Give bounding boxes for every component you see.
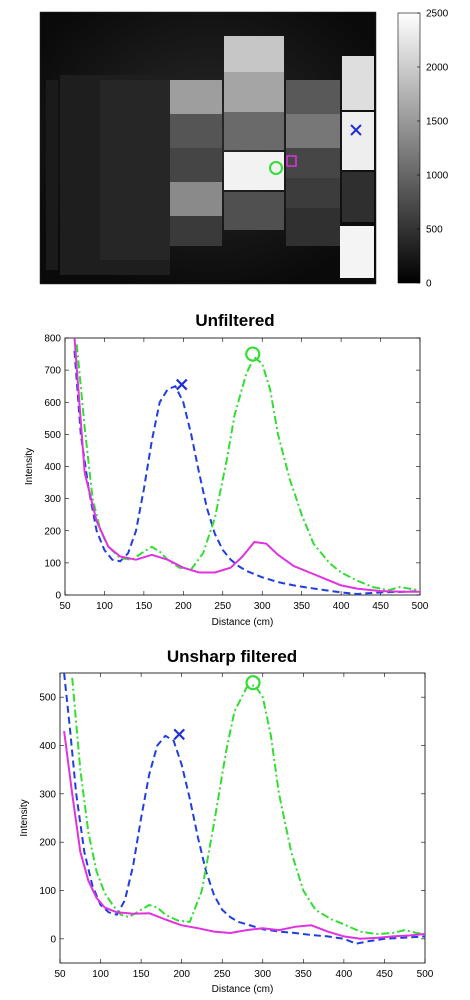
y-tick-label: 300: [44, 494, 61, 505]
plot2-xlabel: Distance (cm): [212, 984, 274, 995]
x-tick-label: 200: [173, 969, 190, 980]
x-tick-label: 450: [372, 601, 389, 612]
y-tick-label: 600: [44, 398, 61, 409]
x-tick-label: 500: [412, 601, 429, 612]
heatmap-square-marker: [286, 155, 297, 167]
y-tick-label: 0: [50, 934, 56, 945]
y-tick-label: 400: [44, 462, 61, 473]
x-tick-label: 500: [417, 969, 434, 980]
peak-circle-marker: [245, 346, 261, 362]
unsharp-filtered-plot: Unsharp filtered 50 100 150 200 250 300 350 400…: [19, 647, 434, 995]
unfiltered-plot: Unfiltered 50 100 150 200 250 300 350 400 450 500…: [24, 311, 429, 628]
y-tick-label: 300: [39, 789, 56, 800]
colorbar-tick-label: 2500: [426, 9, 449, 20]
peak-x-marker: [173, 728, 186, 741]
y-tick-label: 100: [44, 558, 61, 569]
series-dashdot-line: [75, 344, 420, 592]
plot1-markers: [175, 346, 261, 391]
colorbar-tick-label: 1500: [426, 117, 449, 128]
heatmap-circle-marker: [269, 161, 283, 175]
plot1-title: Unfiltered: [195, 311, 274, 330]
x-tick-label: 250: [214, 969, 231, 980]
x-tick-label: 50: [54, 969, 66, 980]
y-tick-label: 500: [39, 693, 56, 704]
x-tick-label: 150: [133, 969, 150, 980]
x-tick-label: 350: [295, 969, 312, 980]
x-tick-label: 150: [136, 601, 153, 612]
y-tick-label: 500: [44, 430, 61, 441]
x-tick-label: 350: [293, 601, 310, 612]
plot1-ticks: 50 100 150 200 250 300 350 400 450 500 0 100 200 300 4…: [44, 334, 428, 613]
x-tick-label: 100: [96, 601, 113, 612]
plot2-markers: [173, 675, 261, 741]
y-tick-label: 200: [39, 838, 56, 849]
x-tick-label: 400: [336, 969, 353, 980]
plot2-axes-box: [59, 672, 426, 964]
y-tick-label: 200: [44, 526, 61, 537]
y-tick-label: 100: [39, 886, 56, 897]
plot1-axes-box: [64, 337, 421, 596]
series-dashdot-line: [71, 677, 425, 935]
heatmap-x-marker: [350, 124, 362, 136]
series-solid-line: [63, 730, 425, 940]
plot2-ylabel: Intensity: [19, 799, 30, 836]
y-tick-label: 800: [44, 334, 61, 345]
x-tick-label: 50: [59, 601, 71, 612]
peak-x-marker: [175, 378, 188, 391]
colorbar-gradient: [397, 12, 421, 284]
plot1-ylabel: Intensity: [24, 448, 35, 485]
y-tick-label: 400: [39, 741, 56, 752]
series-solid-line: [73, 338, 420, 593]
plot1-series: [73, 338, 420, 595]
colorbar: 0 500 1000 1500 2000 2500: [397, 9, 449, 290]
x-tick-label: 450: [376, 969, 393, 980]
plot1-xlabel: Distance (cm): [212, 617, 274, 628]
x-tick-label: 100: [92, 969, 109, 980]
peak-circle-marker: [245, 675, 261, 691]
heatmap-markers: [269, 124, 362, 175]
series-dashed-line: [63, 673, 425, 945]
colorbar-tick-label: 0: [426, 279, 432, 290]
x-tick-label: 300: [254, 969, 271, 980]
plot2-series: [63, 673, 425, 945]
colorbar-tick-label: 2000: [426, 63, 449, 74]
colorbar-tick-label: 500: [426, 225, 443, 236]
colorbar-ticks: 0 500 1000 1500 2000 2500: [417, 9, 449, 290]
colorbar-tick-label: 1000: [426, 171, 449, 182]
x-tick-label: 400: [333, 601, 350, 612]
x-tick-label: 200: [175, 601, 192, 612]
y-tick-label: 700: [44, 366, 61, 377]
x-tick-label: 300: [254, 601, 271, 612]
plot2-title: Unsharp filtered: [167, 647, 297, 666]
plot2-ticks: 50 100 150 200 250 300 350 400 450 500 0 100 200 300 4…: [39, 673, 434, 980]
heatmap-image: [39, 11, 377, 285]
y-tick-label: 0: [55, 591, 61, 602]
x-tick-label: 250: [214, 601, 231, 612]
